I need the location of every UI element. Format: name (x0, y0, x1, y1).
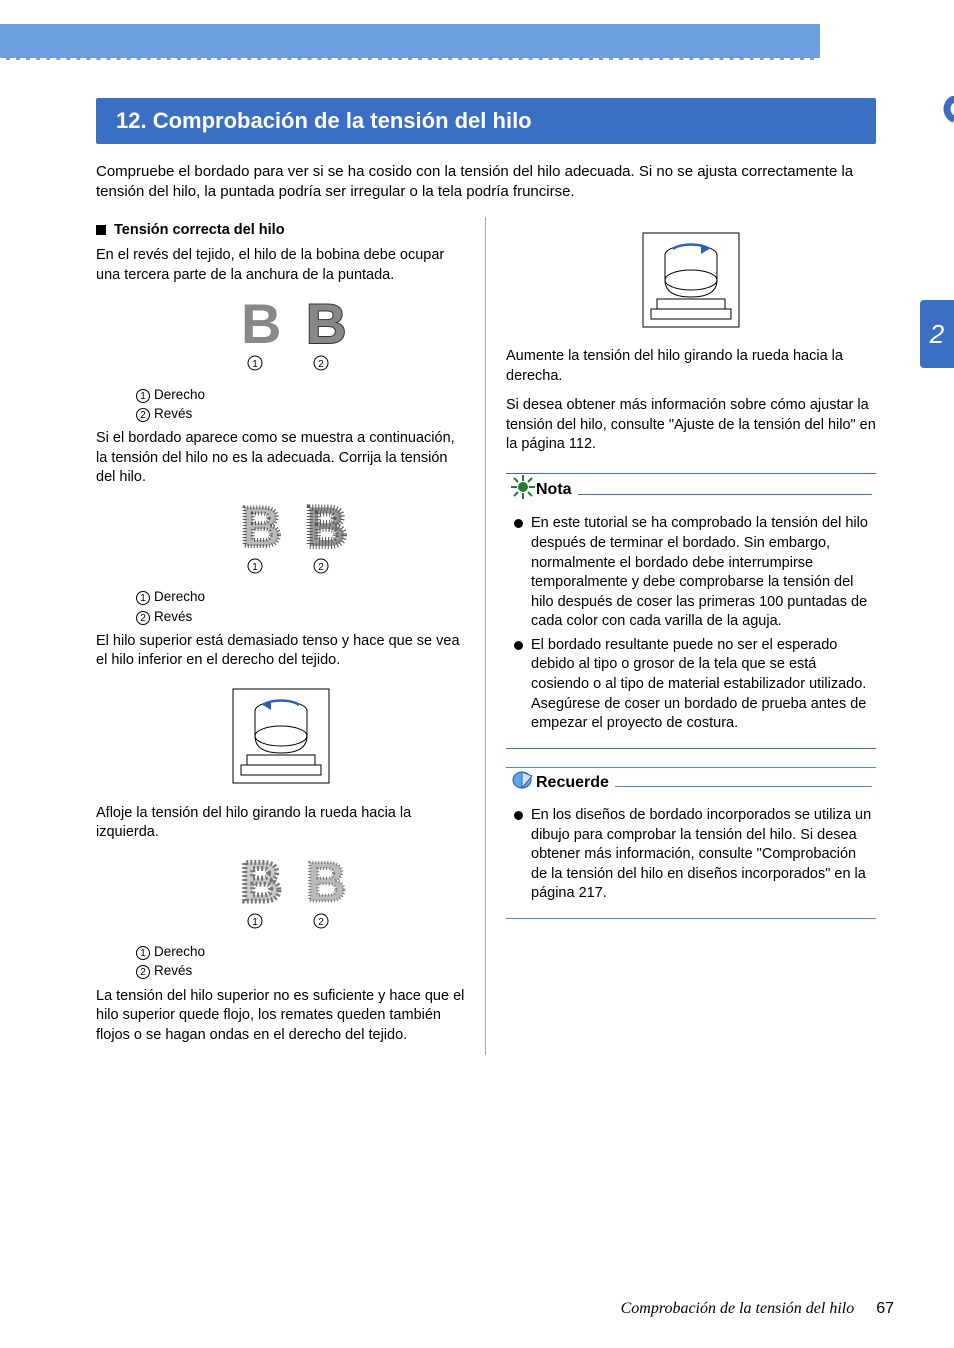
subsection-heading-text: Tensión correcta del hilo (114, 221, 285, 241)
svg-text:B: B (241, 498, 281, 558)
memo-title: Recuerde (536, 772, 609, 794)
legend-num-icon: 2 (136, 965, 150, 979)
svg-text:B: B (306, 853, 346, 913)
svg-text:1: 1 (252, 359, 258, 370)
figure-tight-tension: B B 1 2 (96, 498, 465, 585)
svg-text:B: B (241, 295, 281, 355)
section-title-text: 12. Comprobación de la tensión del hilo (116, 108, 532, 133)
figure-dial-left (96, 681, 465, 798)
legend-1-1: Derecho (154, 387, 205, 402)
svg-text:B: B (306, 498, 346, 558)
legend-2-2: Revés (154, 609, 192, 624)
header-band (0, 24, 820, 60)
title-ornament-icon (942, 96, 954, 146)
chapter-tab: 2 (920, 300, 954, 368)
svg-text:B: B (306, 295, 346, 355)
legend-2-1: Derecho (154, 589, 205, 604)
legend-3: 1 Derecho 2 Revés (136, 943, 465, 980)
legend-1-2: Revés (154, 406, 192, 421)
page-footer: Comprobación de la tensión del hilo 67 (621, 1300, 894, 1318)
legend-num-icon: 1 (136, 591, 150, 605)
right-column: Aumente la tensión del hilo girando la r… (486, 217, 876, 1056)
bullet-dot-icon (514, 811, 523, 820)
note-callout: Nota En este tutorial se ha comprobado l… (506, 473, 876, 749)
memo-icon (510, 768, 536, 799)
left-p1: En el revés del tejido, el hilo de la bo… (96, 246, 465, 285)
figure-correct-tension: B B 1 2 (96, 295, 465, 382)
section-title: 12. Comprobación de la tensión del hilo (96, 98, 876, 144)
legend-2: 1 Derecho 2 Revés (136, 588, 465, 625)
intro-paragraph: Compruebe el bordado para ver si se ha c… (96, 162, 876, 203)
burst-icon (510, 474, 536, 507)
footer-text: Comprobación de la tensión del hilo (621, 1300, 855, 1317)
left-column: Tensión correcta del hilo En el revés de… (96, 217, 486, 1056)
svg-text:1: 1 (252, 917, 258, 928)
bullet-dot-icon (514, 519, 523, 528)
left-p2: Si el bordado aparece como se muestra a … (96, 429, 465, 488)
left-p4: Afloje la tensión del hilo girando la ru… (96, 804, 465, 843)
svg-text:1: 1 (252, 562, 258, 573)
memo-callout: Recuerde En los diseños de bordado incor… (506, 767, 876, 919)
legend-num-icon: 2 (136, 408, 150, 422)
legend-num-icon: 2 (136, 611, 150, 625)
right-p2: Si desea obtener más información sobre c… (506, 396, 876, 455)
right-p1: Aumente la tensión del hilo girando la r… (506, 347, 876, 386)
svg-text:2: 2 (318, 359, 324, 370)
svg-text:2: 2 (318, 917, 324, 928)
left-p5: La tensión del hilo superior no es sufic… (96, 987, 465, 1046)
bullet-square-icon (96, 225, 106, 235)
note-bullet-1: En este tutorial se ha comprobado la ten… (531, 514, 872, 631)
memo-rule-icon (615, 786, 872, 787)
subsection-heading: Tensión correcta del hilo (96, 221, 465, 241)
note-title: Nota (536, 479, 572, 501)
legend-1: 1 Derecho 2 Revés (136, 386, 465, 423)
left-p3: El hilo superior está demasiado tenso y … (96, 632, 465, 671)
note-bullet-2: El bordado resultante puede no ser el es… (531, 636, 872, 734)
figure-loose-tension: B B 1 2 (96, 853, 465, 940)
legend-num-icon: 1 (136, 389, 150, 403)
page-number: 67 (876, 1300, 894, 1317)
svg-text:2: 2 (318, 562, 324, 573)
figure-dial-right (506, 225, 876, 342)
bullet-dot-icon (514, 641, 523, 650)
note-rule-icon (578, 494, 872, 495)
legend-3-2: Revés (154, 963, 192, 978)
legend-3-1: Derecho (154, 944, 205, 959)
svg-text:B: B (241, 853, 281, 913)
legend-num-icon: 1 (136, 946, 150, 960)
memo-bullet-1: En los diseños de bordado incorporados s… (531, 806, 872, 904)
